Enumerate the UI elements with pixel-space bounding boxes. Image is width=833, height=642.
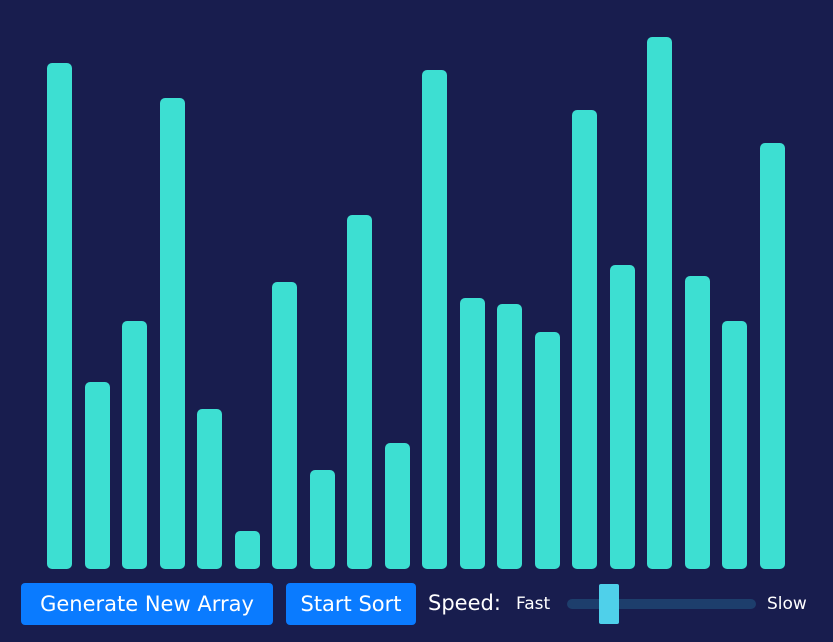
array-bar — [122, 321, 147, 569]
speed-slider-track[interactable] — [567, 599, 756, 609]
array-bar — [685, 276, 710, 569]
array-bar — [385, 443, 410, 569]
array-bar — [347, 215, 372, 569]
array-bar — [235, 531, 260, 569]
fast-label: Fast — [516, 594, 551, 614]
generate-new-array-button[interactable]: Generate New Array — [21, 583, 273, 625]
start-sort-button[interactable]: Start Sort — [286, 583, 416, 625]
array-bar — [572, 110, 597, 569]
array-bar — [272, 282, 297, 569]
array-bar — [85, 382, 110, 569]
array-bar — [497, 304, 522, 569]
array-bar — [647, 37, 672, 569]
array-bar — [535, 332, 560, 569]
slow-label: Slow — [767, 594, 807, 614]
array-bar — [610, 265, 635, 569]
array-bar — [310, 470, 335, 569]
speed-slider-thumb[interactable] — [599, 584, 619, 624]
array-bar — [460, 298, 485, 569]
array-bar — [160, 98, 185, 569]
array-bar — [47, 63, 72, 569]
array-bar — [722, 321, 747, 569]
speed-label: Speed: — [428, 591, 501, 615]
array-bar — [197, 409, 222, 569]
array-bar — [422, 70, 447, 569]
array-bar — [760, 143, 785, 569]
